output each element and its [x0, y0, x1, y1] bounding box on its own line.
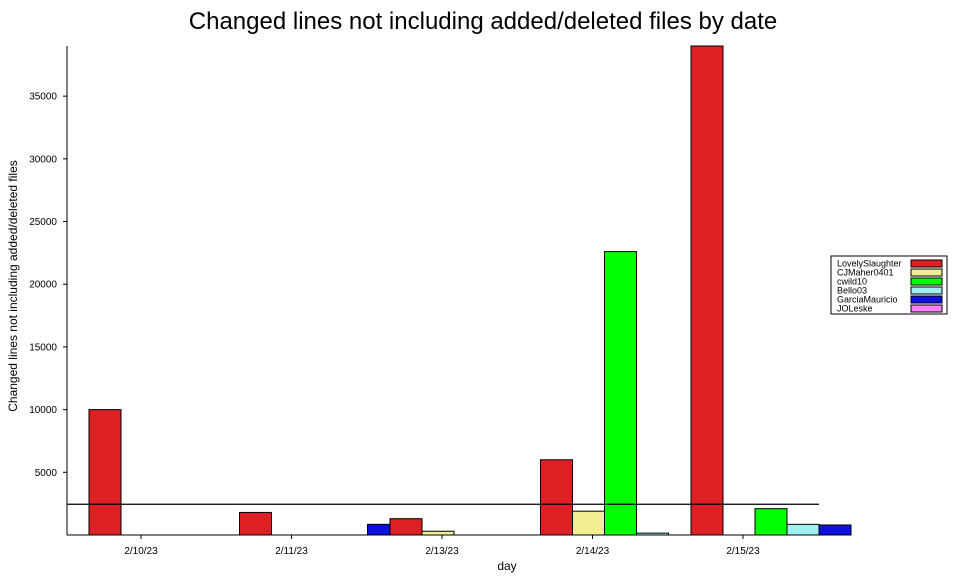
bar-cwild10: [604, 251, 637, 536]
x-tick-label: 2/10/23: [124, 546, 158, 557]
y-tick-label: 30000: [29, 154, 57, 165]
legend-swatch: [910, 295, 943, 304]
bar-cjmaher0401: [572, 510, 605, 536]
bar-bello03: [786, 523, 820, 536]
x-tick-label: 2/11/23: [275, 546, 308, 557]
plot-area: 5000 10000 15000 20000 25000 30000 35000 2/10/2…: [29, 45, 852, 557]
legend-label: LovelySlaughter: [837, 259, 902, 269]
bar-lovelyslaughter: [540, 459, 573, 536]
x-tick-label: 2/14/23: [576, 546, 610, 557]
legend: LovelySlaughterCJMaher0401cwild10Bello03…: [830, 255, 948, 315]
y-tick-label: 20000: [29, 280, 57, 291]
bar-lovelyslaughter: [389, 518, 423, 536]
legend-swatch: [910, 286, 943, 295]
chart-title: Changed lines not including added/delete…: [189, 8, 777, 35]
y-tick-label: 35000: [29, 92, 57, 103]
bar-lovelyslaughter: [88, 409, 122, 536]
y-axis-label: Changed lines not including added/delete…: [6, 160, 20, 412]
bar-cwild10: [754, 508, 788, 536]
legend-swatch: [910, 259, 943, 268]
bar-lovelyslaughter: [239, 511, 272, 536]
legend-swatch: [910, 277, 943, 286]
bar-garciamauricio: [818, 524, 852, 536]
legend-label: cwild10: [837, 277, 867, 287]
legend-label: Bello03: [837, 286, 867, 296]
x-axis-label: day: [497, 559, 516, 573]
bar-bello03: [636, 532, 669, 536]
bar-cjmaher0401: [421, 530, 455, 536]
legend-label: CJMaher0401: [837, 268, 894, 278]
legend-swatch: [910, 268, 943, 277]
x-tick-label: 2/15/23: [726, 546, 760, 557]
x-tick-label: 2/13/23: [425, 546, 459, 557]
y-tick-label: 10000: [29, 405, 57, 416]
bar-lovelyslaughter: [690, 45, 724, 536]
y-tick-label: 25000: [29, 217, 57, 228]
legend-label: GarciaMauricio: [837, 295, 898, 305]
y-tick-label: 15000: [29, 342, 57, 353]
y-tick-label: 5000: [35, 468, 58, 479]
legend-label: JOLeske: [837, 304, 873, 314]
legend-swatch: [910, 304, 943, 313]
